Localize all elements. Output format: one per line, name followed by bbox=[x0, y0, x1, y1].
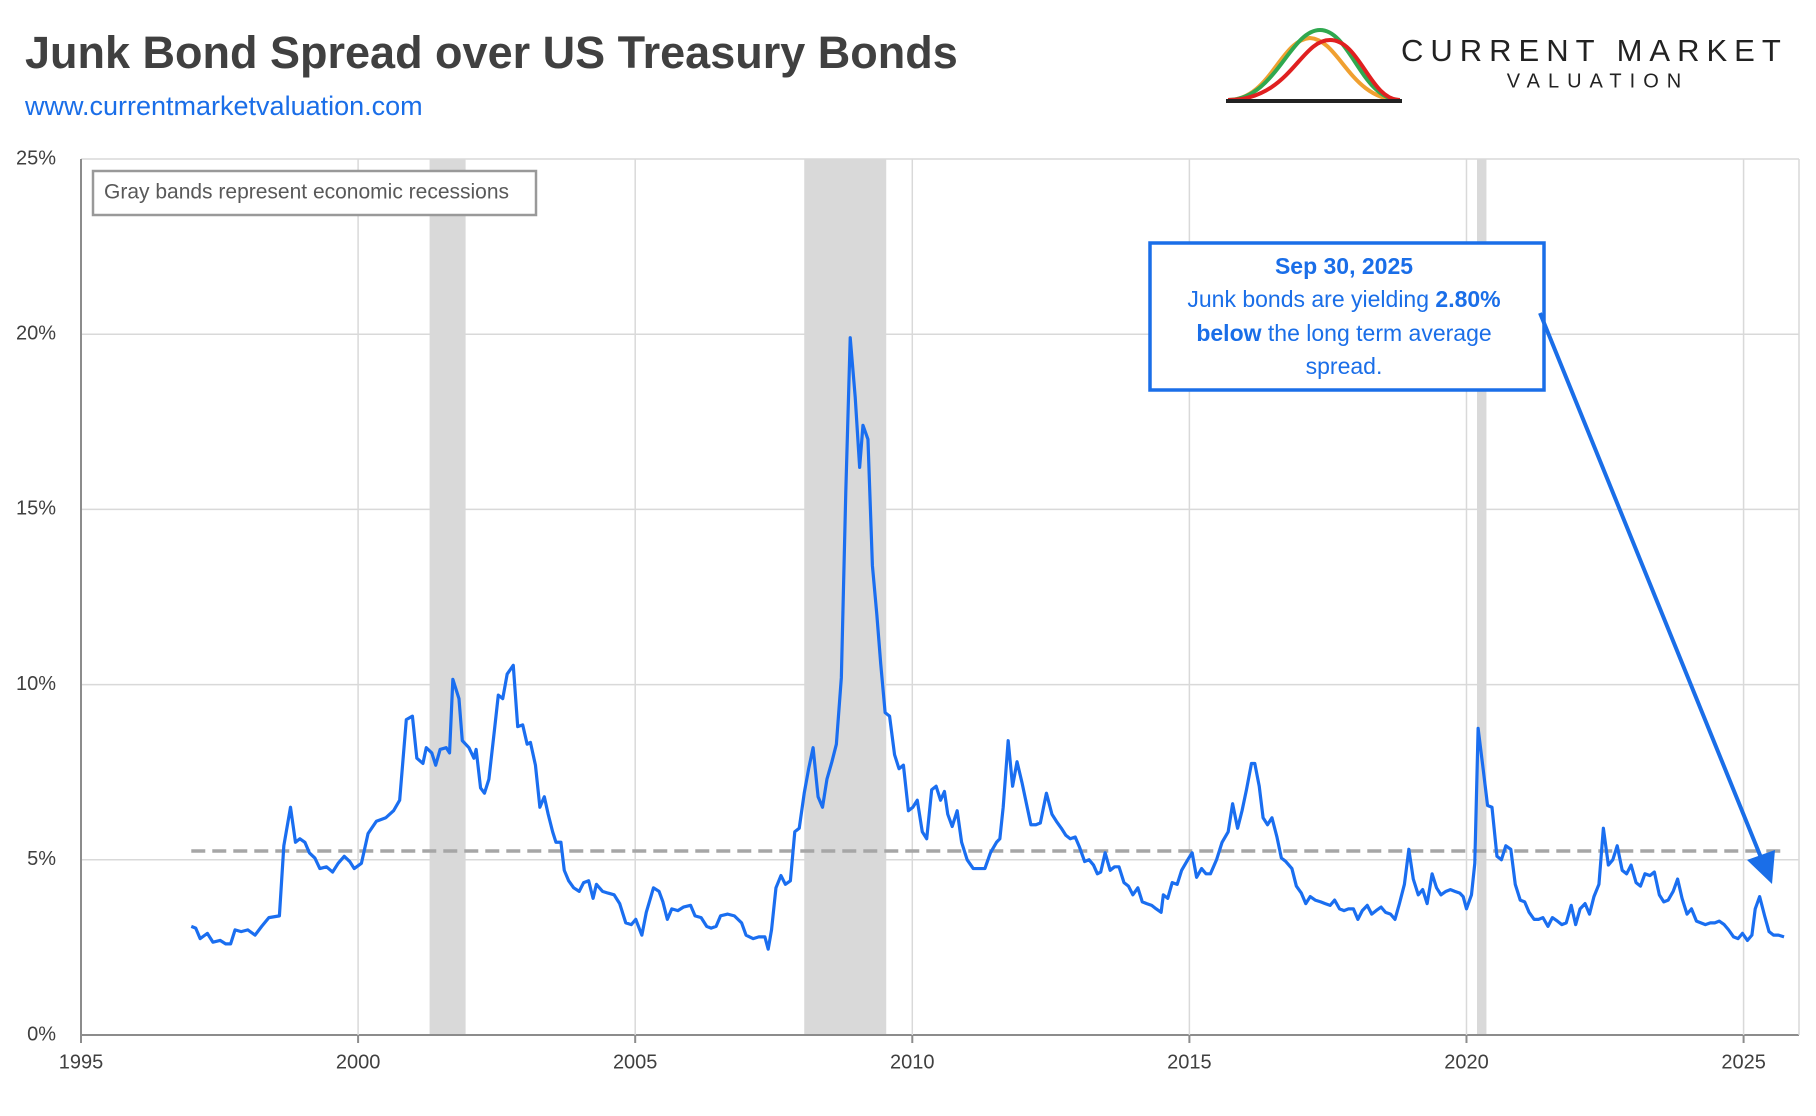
x-tick-label: 2020 bbox=[1444, 1051, 1489, 1073]
logo-text: CURRENT MARKET bbox=[1401, 33, 1788, 68]
x-tick-label: 2005 bbox=[613, 1051, 658, 1073]
recession-band bbox=[429, 159, 466, 1035]
annotation-box bbox=[1148, 241, 1546, 392]
x-tick-label: 1995 bbox=[59, 1051, 104, 1073]
logo-text: VALUATION bbox=[1507, 70, 1689, 92]
note: Gray bands represent economic recessions bbox=[104, 181, 509, 204]
annotation-line: below the long term average bbox=[1196, 320, 1491, 346]
annotation-value: 2.80% bbox=[1435, 286, 1500, 312]
recession-band bbox=[804, 159, 887, 1035]
chart-subtitle: www.currentmarketvaluation.com bbox=[24, 91, 423, 121]
x-tick-label: 2010 bbox=[890, 1051, 935, 1073]
y-tick-label: 25% bbox=[16, 147, 56, 169]
plot-area: 0% 5% 10% 15% 20% 25% 1995 2000 2005 2010 2015 2020… bbox=[16, 147, 1800, 1073]
annotation-arrow bbox=[1538, 312, 1775, 884]
annotation-text: the long term average bbox=[1268, 320, 1492, 346]
note-box bbox=[91, 169, 538, 217]
y-tick-label: 5% bbox=[27, 848, 56, 870]
recession-band bbox=[1477, 159, 1487, 1035]
x-tick-label: 2000 bbox=[336, 1051, 381, 1073]
y-tick-label: 15% bbox=[16, 498, 56, 520]
y-tick-label: 20% bbox=[16, 322, 56, 344]
data-line bbox=[190, 336, 1785, 951]
annotation-bold: below bbox=[1196, 320, 1261, 346]
annotation-text: spread. bbox=[1306, 353, 1383, 379]
y-tick-label: 10% bbox=[16, 673, 56, 695]
logo-icon bbox=[1226, 27, 1402, 103]
y-tick-label: 0% bbox=[27, 1023, 56, 1045]
x-tick-label: 2015 bbox=[1167, 1051, 1212, 1073]
x-tick-label: 2025 bbox=[1721, 1051, 1766, 1073]
annotation-line: Junk bonds are yielding 2.80% bbox=[1187, 286, 1500, 312]
annotation-text: Junk bonds are yielding bbox=[1187, 286, 1429, 312]
annotation-date: Sep 30, 2025 bbox=[1275, 253, 1413, 279]
chart-title: Junk Bond Spread over US Treasury Bonds bbox=[25, 27, 958, 78]
